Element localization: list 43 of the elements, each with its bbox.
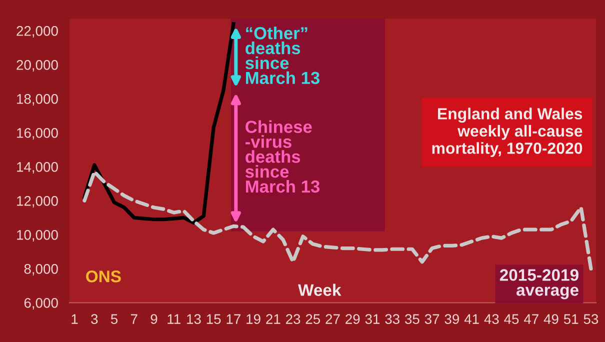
text: England and Wales weekly all-cause mortality, 1970-2020: [432, 108, 582, 158]
x-tick-label: 19: [246, 314, 260, 324]
x-tick-label: 27: [326, 314, 340, 324]
x-tick-label: 53: [584, 314, 598, 324]
x-tick-label: 21: [266, 314, 280, 324]
y-tick-label: 20,000: [16, 60, 58, 72]
y-tick-label: 10,000: [17, 230, 58, 242]
x-tick-label: 51: [564, 314, 578, 324]
y-tick-label: 18,000: [17, 94, 58, 106]
x-tick-label: 9: [150, 314, 158, 324]
x-tick-label: 7: [130, 314, 138, 324]
x-tick-label: 5: [110, 314, 118, 324]
y-tick-label: 14,000: [17, 162, 58, 174]
x-tick-label: 49: [544, 314, 558, 324]
x-tick-label: 15: [206, 314, 221, 324]
line-series: [82, 22, 236, 225]
y-tick-label: 12,000: [17, 196, 58, 208]
annotation: Chinese -virus deaths since March 13: [245, 120, 320, 193]
x-tick-label: 11: [168, 314, 180, 324]
x-tick-label: 35: [405, 314, 420, 324]
x-tick-label: 47: [524, 314, 538, 324]
annotation: ONS: [86, 270, 121, 282]
x-tick-label: 1: [72, 314, 78, 324]
series-label: 2015-2019 average: [500, 269, 578, 300]
x-tick-label: 29: [346, 314, 360, 324]
x-tick-label: 39: [444, 314, 459, 324]
y-tick-label: 8,000: [24, 264, 58, 276]
x-tick-label: 37: [424, 314, 440, 324]
x-tick-label: 23: [286, 314, 300, 324]
x-tick-label: 3: [91, 314, 98, 324]
x-tick-label: 43: [484, 314, 499, 324]
y-tick-label: 6,000: [24, 298, 58, 310]
x-tick-label: 13: [187, 314, 201, 324]
annotation: “Other” deaths since March 13: [245, 26, 320, 84]
x-tick-label: 45: [504, 314, 519, 324]
x-tick-label: 33: [385, 314, 400, 324]
x-tick-label: 41: [464, 314, 479, 324]
x-axis-title: Week: [298, 284, 342, 296]
y-tick-label: 22,000: [16, 26, 58, 38]
x-tick-label: 17: [226, 314, 240, 324]
x-tick-label: 31: [365, 314, 380, 324]
x-tick-label: 25: [306, 314, 320, 324]
y-tick-label: 16,000: [17, 128, 58, 140]
